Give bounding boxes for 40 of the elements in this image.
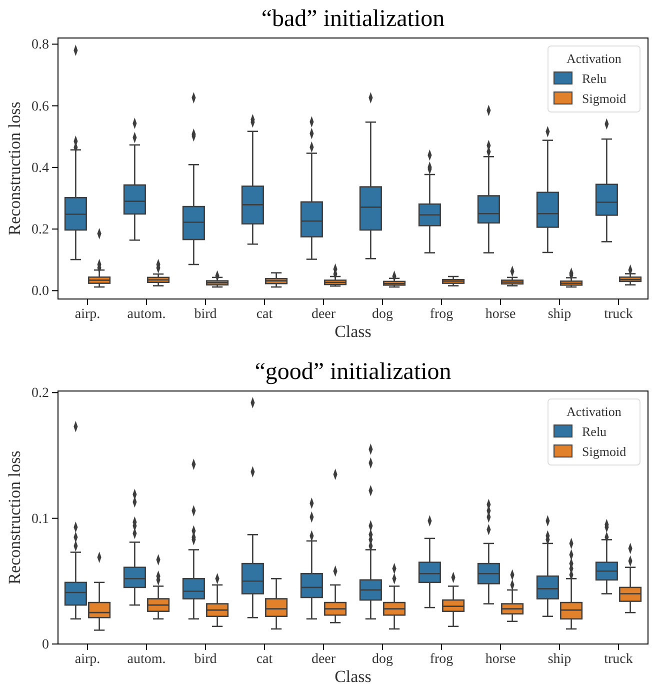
x-axis-title: Class	[334, 667, 372, 686]
y-axis-title: Reconstruction loss	[5, 102, 24, 236]
legend-title: Activation	[566, 51, 622, 66]
x-tick-label: dog	[372, 652, 393, 667]
x-tick-label: cat	[256, 652, 273, 667]
y-tick-label: 0.8	[32, 38, 49, 53]
x-tick-label: airp.	[74, 652, 100, 667]
legend-title: Activation	[566, 404, 622, 419]
x-tick-label: bird	[194, 306, 217, 322]
x-tick-label: autom.	[127, 306, 166, 322]
x-tick-label: autom.	[127, 652, 166, 667]
y-tick-label: 0.1	[32, 512, 49, 527]
x-tick-label: horse	[485, 306, 516, 322]
y-tick-label: 0.6	[32, 99, 49, 114]
y-tick-label: 0.4	[32, 160, 49, 176]
x-tick-label: dog	[372, 306, 393, 322]
y-tick-label: 0.2	[32, 222, 49, 238]
x-tick-label: truck	[604, 306, 633, 322]
y-axis-title: Reconstruction loss	[5, 450, 24, 584]
x-tick-label: horse	[485, 652, 516, 667]
x-tick-label: ship	[548, 306, 572, 322]
x-tick-label: frog	[430, 652, 454, 667]
x-tick-label: cat	[256, 306, 273, 322]
x-tick-label: deer	[311, 652, 336, 667]
x-tick-label: airp.	[74, 306, 100, 322]
legend-label: Relu	[582, 71, 608, 86]
x-tick-label: frog	[430, 306, 454, 322]
legend-label: Sigmoid	[582, 444, 627, 459]
x-tick-label: bird	[194, 652, 217, 667]
legend-label: Relu	[582, 424, 608, 439]
chart-title: “good” initialization	[254, 359, 452, 385]
x-tick-label: deer	[311, 306, 336, 322]
x-tick-label: ship	[548, 652, 572, 667]
x-tick-label: truck	[604, 652, 633, 667]
y-tick-label: 0.0	[32, 284, 49, 300]
y-tick-label: 0.2	[32, 386, 49, 402]
y-tick-label: 0	[42, 637, 49, 652]
legend-label: Sigmoid	[582, 91, 627, 106]
x-axis-title: Class	[334, 322, 372, 341]
chart-title: “bad” initialization	[261, 6, 445, 32]
